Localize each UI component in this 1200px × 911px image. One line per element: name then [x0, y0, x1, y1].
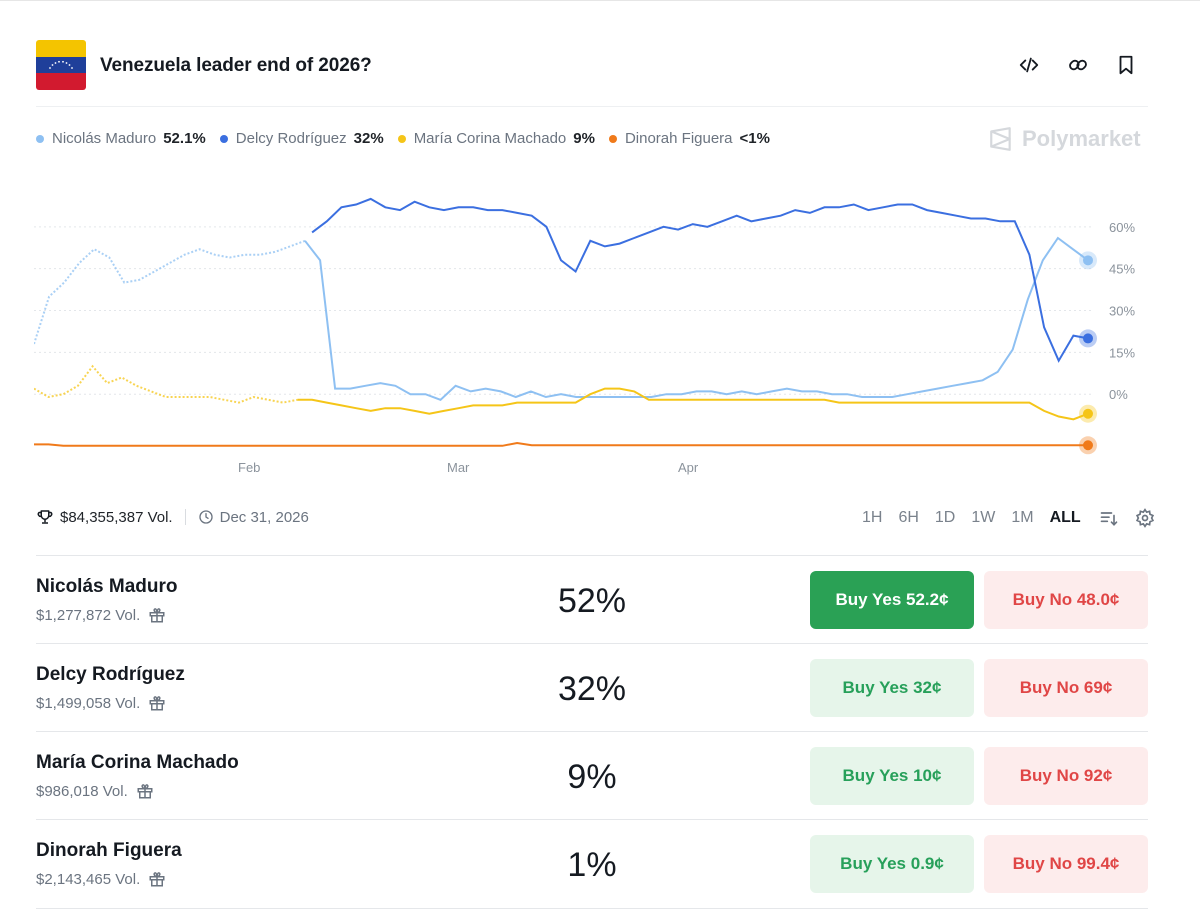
- legend-name: Dinorah Figuera: [624, 130, 733, 147]
- outcome-name: María Corina Machado: [36, 752, 239, 773]
- sort-icon[interactable]: [1099, 508, 1119, 528]
- legend-item-machado: María Corina Machado 9%: [397, 130, 595, 147]
- outcome-volume: $1,277,872 Vol.: [36, 606, 166, 624]
- embed-icon[interactable]: [1016, 52, 1042, 78]
- legend-dot: [219, 134, 228, 143]
- total-volume: $84,355,387 Vol.: [60, 508, 173, 526]
- end-date: Dec 31, 2026: [219, 508, 309, 526]
- outcome-percent: 1%: [567, 846, 617, 884]
- chart-legend: Nicolás Maduro 52.1% Delcy Rodríguez 32%…: [36, 130, 784, 147]
- outcome-row-maduro: Nicolás Maduro $1,277,872 Vol. 52% Buy Y…: [36, 555, 1148, 644]
- outcome-name: Nicolás Maduro: [36, 576, 178, 597]
- market-title: Venezuela leader end of 2026?: [100, 55, 372, 76]
- trophy-icon: [37, 510, 53, 524]
- series-end-marker: [1083, 333, 1093, 344]
- legend-value: 32%: [353, 130, 384, 147]
- y-tick-label: 0%: [1109, 387, 1128, 402]
- header-divider: [36, 106, 1148, 107]
- outcome-volume-text: $986,018 Vol.: [36, 782, 128, 800]
- buy-no-button[interactable]: Buy No 48.0¢: [984, 571, 1148, 629]
- series-line: [304, 236, 1089, 401]
- outcome-row-rodriguez: Delcy Rodríguez $1,499,058 Vol. 32% Buy …: [36, 643, 1148, 732]
- legend-name: Delcy Rodríguez: [235, 130, 347, 147]
- brand-name: Polymarket: [1022, 126, 1141, 151]
- gift-icon[interactable]: [136, 782, 154, 800]
- buy-yes-button[interactable]: Buy Yes 52.2¢: [810, 571, 974, 629]
- outcome-name: Dinorah Figuera: [36, 840, 182, 861]
- outcome-percent: 52%: [557, 582, 627, 620]
- range-all[interactable]: ALL: [1049, 509, 1081, 526]
- link-icon[interactable]: [1065, 52, 1091, 78]
- legend-name: Nicolás Maduro: [52, 130, 157, 147]
- series-end-marker: [1083, 440, 1093, 451]
- range-1w[interactable]: 1W: [971, 509, 996, 526]
- y-tick-label: 30%: [1109, 304, 1135, 319]
- outcome-volume-text: $1,499,058 Vol.: [36, 694, 141, 712]
- buy-yes-button[interactable]: Buy Yes 0.9¢: [810, 835, 974, 893]
- outcome-row-figuera: Dinorah Figuera $2,143,465 Vol. 1% Buy Y…: [36, 819, 1148, 908]
- legend-value: 52.1%: [163, 130, 206, 147]
- x-tick-label: Feb: [238, 460, 260, 475]
- outcome-volume: $2,143,465 Vol.: [36, 870, 166, 888]
- series-line: [34, 441, 1088, 447]
- buy-yes-button[interactable]: Buy Yes 32¢: [810, 659, 974, 717]
- polymarket-icon: [990, 127, 1011, 151]
- outcome-volume: $1,499,058 Vol.: [36, 694, 166, 712]
- legend-dot: [36, 134, 44, 143]
- outcome-volume-text: $2,143,465 Vol.: [36, 870, 141, 888]
- bottom-divider: [36, 908, 1148, 909]
- range-1h[interactable]: 1H: [862, 509, 883, 526]
- y-tick-label: 45%: [1109, 262, 1135, 277]
- clock-icon: [198, 510, 213, 524]
- settings-icon[interactable]: [1135, 508, 1155, 528]
- price-chart: 60% 45% 30% 15% 0% Feb Mar Apr: [34, 197, 1135, 475]
- gift-icon[interactable]: [148, 694, 166, 712]
- legend-item-figuera: Dinorah Figuera <1%: [608, 130, 770, 147]
- range-1m[interactable]: 1M: [1011, 509, 1034, 526]
- legend-name: María Corina Machado: [413, 130, 567, 147]
- outcome-name: Delcy Rodríguez: [36, 664, 185, 685]
- buy-no-button[interactable]: Buy No 69¢: [984, 659, 1148, 717]
- legend-value: 9%: [573, 130, 595, 147]
- outcome-row-machado: María Corina Machado $986,018 Vol. 9% Bu…: [36, 731, 1148, 820]
- y-tick-label: 60%: [1109, 220, 1135, 235]
- stats-divider: [184, 509, 186, 525]
- top-divider: [0, 0, 1200, 1]
- buy-no-button[interactable]: Buy No 99.4¢: [984, 835, 1148, 893]
- market-stats: $84,355,387 Vol. Dec 31, 2026: [36, 508, 309, 526]
- x-tick-label: Apr: [678, 460, 699, 475]
- legend-value: <1%: [739, 130, 770, 147]
- buy-yes-button[interactable]: Buy Yes 10¢: [810, 747, 974, 805]
- polymarket-logo: Polymarket: [988, 126, 1141, 152]
- time-range-selector: 1H 6H 1D 1W 1M ALL: [862, 508, 1155, 528]
- outcome-volume: $986,018 Vol.: [36, 782, 154, 800]
- series-end-marker: [1083, 408, 1093, 419]
- legend-dot: [608, 134, 617, 143]
- legend-dot: [397, 134, 406, 143]
- series-end-marker: [1083, 255, 1093, 266]
- venezuela-flag-icon: [36, 40, 86, 90]
- gift-icon[interactable]: [148, 870, 166, 888]
- series-line-dashed: [34, 364, 298, 404]
- x-tick-label: Mar: [447, 460, 470, 475]
- range-6h[interactable]: 6H: [898, 509, 919, 526]
- outcome-volume-text: $1,277,872 Vol.: [36, 606, 141, 624]
- bookmark-icon[interactable]: [1113, 52, 1139, 78]
- gift-icon[interactable]: [148, 606, 166, 624]
- legend-item-maduro: Nicolás Maduro 52.1%: [36, 130, 206, 147]
- y-tick-label: 15%: [1109, 345, 1135, 360]
- series-line: [311, 197, 1089, 363]
- outcome-percent: 32%: [557, 670, 627, 708]
- outcome-percent: 9%: [567, 758, 617, 796]
- legend-item-rodriguez: Delcy Rodríguez 32%: [219, 130, 384, 147]
- range-1d[interactable]: 1D: [934, 509, 956, 526]
- buy-no-button[interactable]: Buy No 92¢: [984, 747, 1148, 805]
- series-line: [297, 387, 1089, 421]
- market-header: Venezuela leader end of 2026?: [36, 40, 1148, 90]
- series-line-dashed: [34, 239, 306, 345]
